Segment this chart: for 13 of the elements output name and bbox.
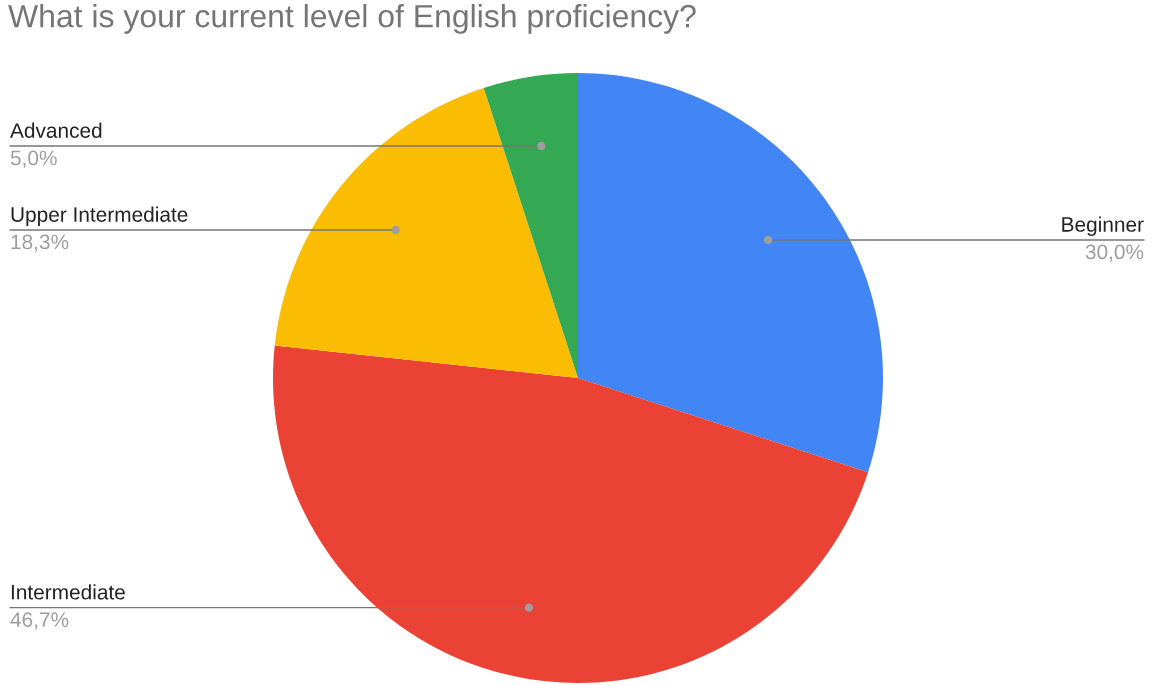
data-label: 18,3% <box>11 234 69 252</box>
pie-slice <box>483 73 578 378</box>
slice-label: Beginner <box>1062 216 1144 236</box>
slice-label: Advanced <box>10 122 102 138</box>
slice-label: Intermediate <box>11 584 125 600</box>
data-label: 30,0% <box>1085 244 1144 262</box>
data-label: 46,7% <box>10 612 69 630</box>
pie-slice <box>274 87 578 378</box>
data-label: 5,0% <box>10 150 57 168</box>
pie-slice <box>578 73 883 473</box>
pie-slice <box>273 345 869 683</box>
slice-label: Upper Intermediate <box>11 206 188 227</box>
chart-title: What is your current level of English proficiency? <box>8 4 696 34</box>
